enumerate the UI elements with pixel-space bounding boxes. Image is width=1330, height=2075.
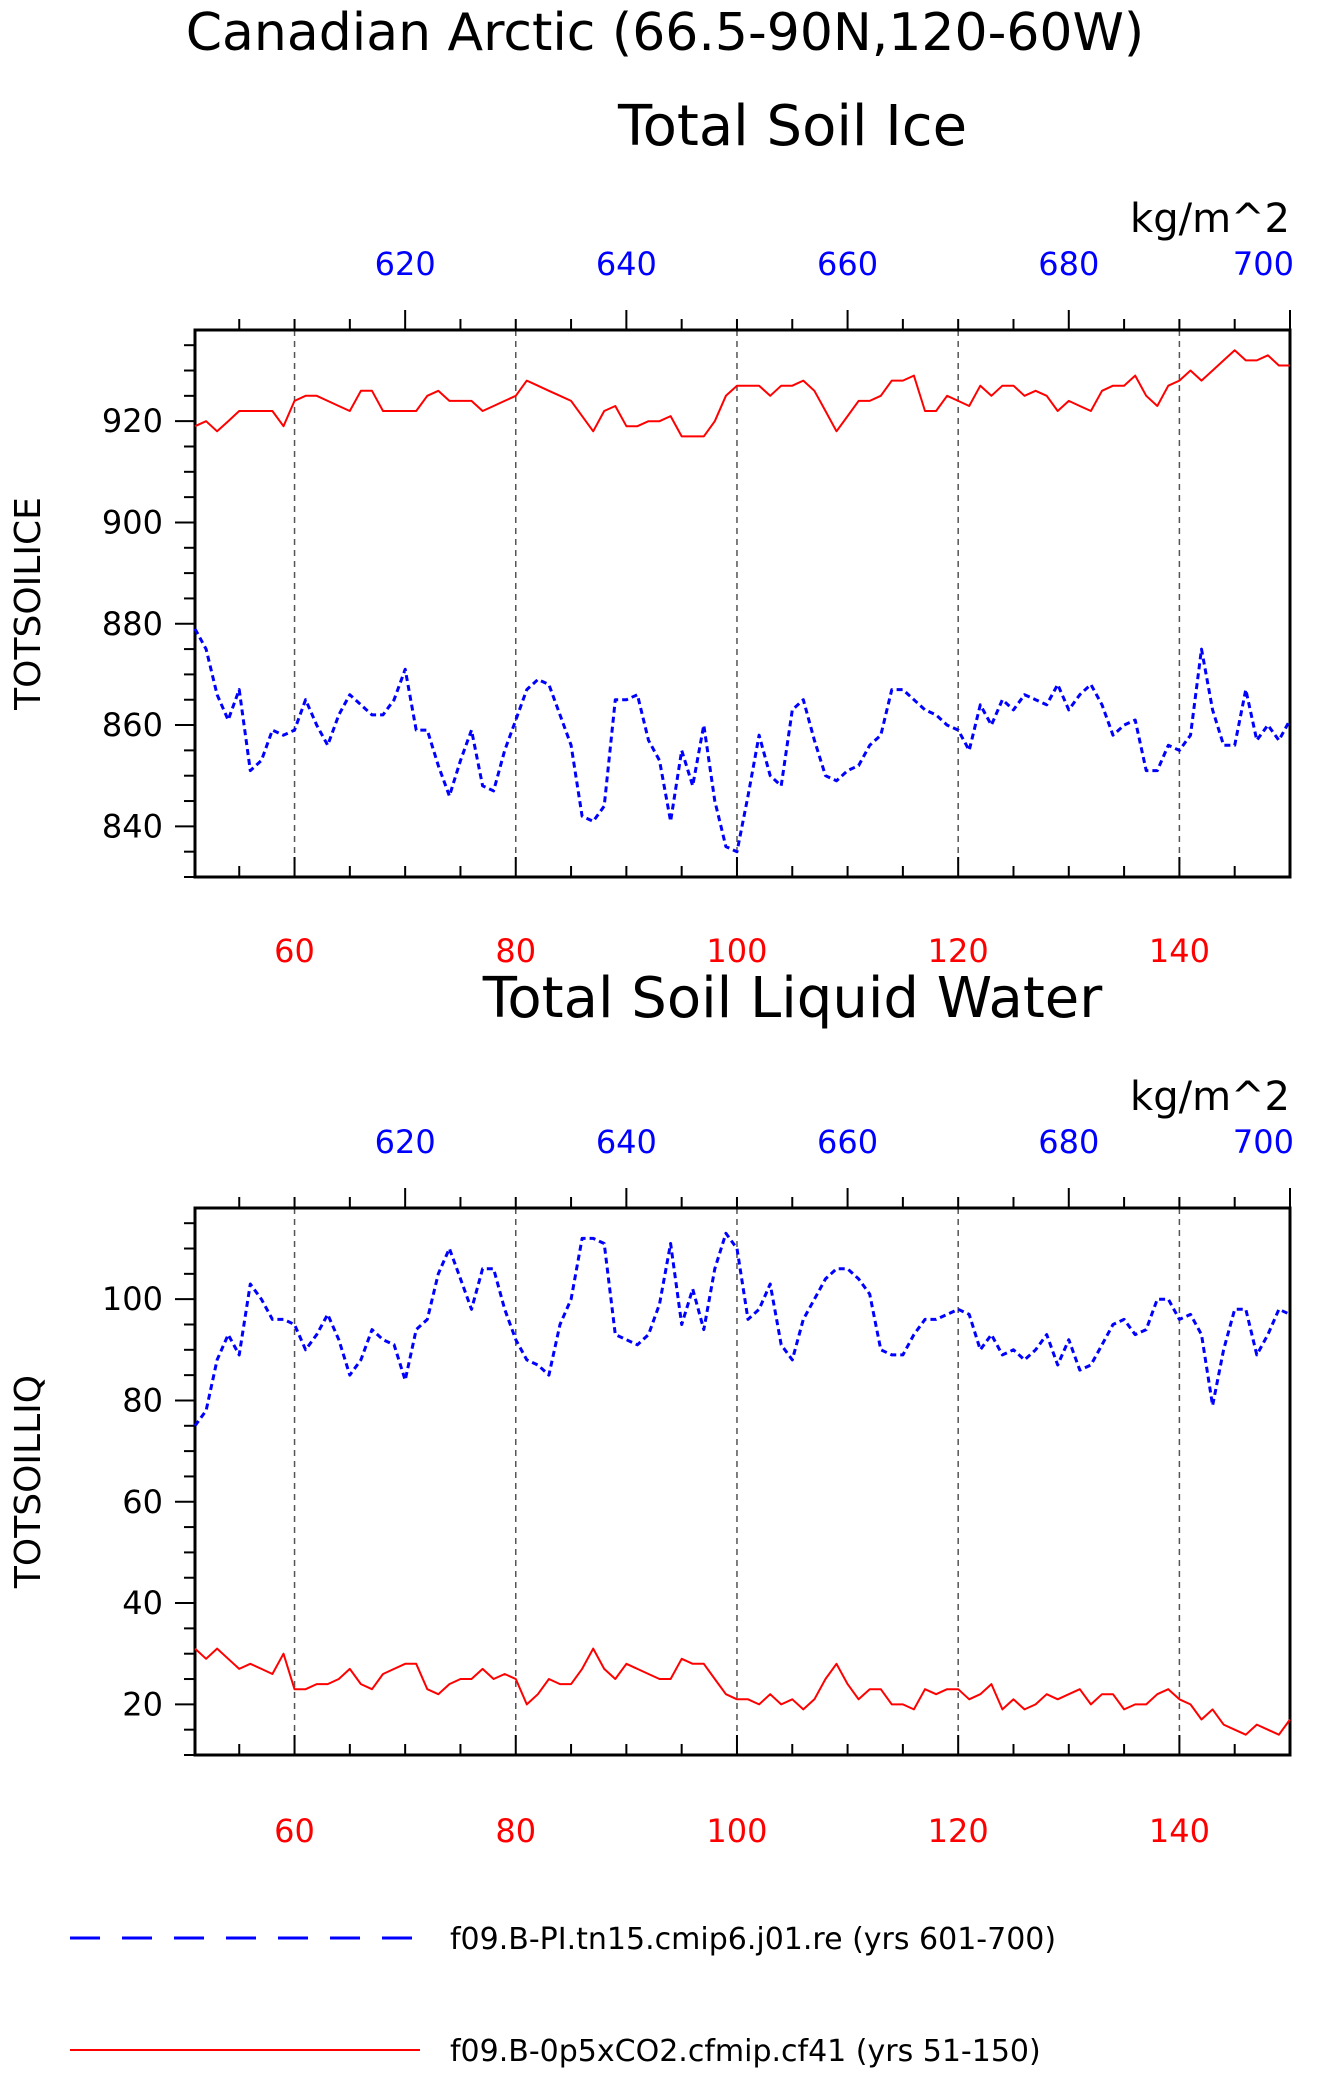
liq-y-axis-label: TOTSOILLIQ — [8, 1375, 49, 1589]
liq-y-tick-label: 80 — [122, 1381, 163, 1419]
liq-x-tick-label: 80 — [495, 1812, 536, 1850]
liq-x-tick-label: 140 — [1149, 1812, 1210, 1850]
ice-y-tick-label: 920 — [102, 402, 163, 440]
ice-units-label: kg/m^2 — [1130, 196, 1290, 242]
panel-soil-liquid: Total Soil Liquid Water kg/m^2 TOTSOILLIQ 6… — [8, 966, 1294, 1850]
panel-soil-ice: Total Soil Ice kg/m^2 TOTSOILICE 60 80 100 120… — [8, 94, 1294, 970]
ice-y-tick-label: 840 — [102, 807, 163, 845]
liq-y-tick-label: 40 — [122, 1584, 163, 1622]
ice-x2-tick-label: 680 — [1038, 245, 1099, 283]
liq-x2-tick-label: 660 — [817, 1123, 878, 1161]
ice-series-red-line — [194, 349, 1290, 438]
ice-x-tick-label: 80 — [495, 932, 536, 970]
liq-series-red-line — [194, 1647, 1291, 1736]
ice-y-axis-label: TOTSOILICE — [8, 497, 49, 711]
liq-x-tick-label: 100 — [706, 1812, 767, 1850]
liq-y-tick-label: 100 — [102, 1280, 163, 1318]
ice-y-tick-label: 860 — [102, 706, 163, 744]
ice-x-tick-label: 60 — [274, 932, 315, 970]
ice-x-tick-label: 100 — [706, 932, 767, 970]
liq-x2-tick-label: 640 — [596, 1123, 657, 1161]
ice-x2-tick-label: 620 — [375, 245, 436, 283]
liq-x-tick-label: 60 — [274, 1812, 315, 1850]
ice-x2-tick-label: 700 — [1233, 245, 1294, 283]
legend-label-blue: f09.B-PI.tn15.cmip6.j01.re (yrs 601-700) — [450, 1922, 1056, 1957]
legend: f09.B-PI.tn15.cmip6.j01.re (yrs 601-700)… — [70, 1922, 1056, 2069]
liq-chart-title: Total Soil Liquid Water — [482, 966, 1104, 1031]
liq-y-tick-label: 20 — [122, 1685, 163, 1723]
liq-x2-tick-label: 620 — [375, 1123, 436, 1161]
ice-x2-tick-label: 660 — [817, 245, 878, 283]
ice-y-tick-label: 900 — [102, 503, 163, 541]
liq-x2-tick-label: 700 — [1233, 1123, 1294, 1161]
ice-y-tick-label: 880 — [102, 605, 163, 643]
liq-y-tick-label: 60 — [122, 1483, 163, 1521]
ice-x-tick-label: 140 — [1149, 932, 1210, 970]
liq-series-blue-line — [193, 1231, 1291, 1427]
page-title: Canadian Arctic (66.5-90N,120-60W) — [186, 3, 1144, 63]
ice-x2-tick-label: 640 — [596, 245, 657, 283]
ice-series-blue-line — [193, 628, 1292, 854]
liq-x2-tick-label: 680 — [1038, 1123, 1099, 1161]
ice-chart-title: Total Soil Ice — [617, 94, 967, 159]
liq-plot-frame — [193, 1206, 1292, 1757]
legend-label-red: f09.B-0p5xCO2.cfmip.cf41 (yrs 51-150) — [450, 2034, 1041, 2069]
ice-x-tick-label: 120 — [928, 932, 989, 970]
ice-plot-frame — [193, 328, 1292, 879]
liq-x-tick-label: 120 — [928, 1812, 989, 1850]
liq-units-label: kg/m^2 — [1130, 1074, 1290, 1120]
